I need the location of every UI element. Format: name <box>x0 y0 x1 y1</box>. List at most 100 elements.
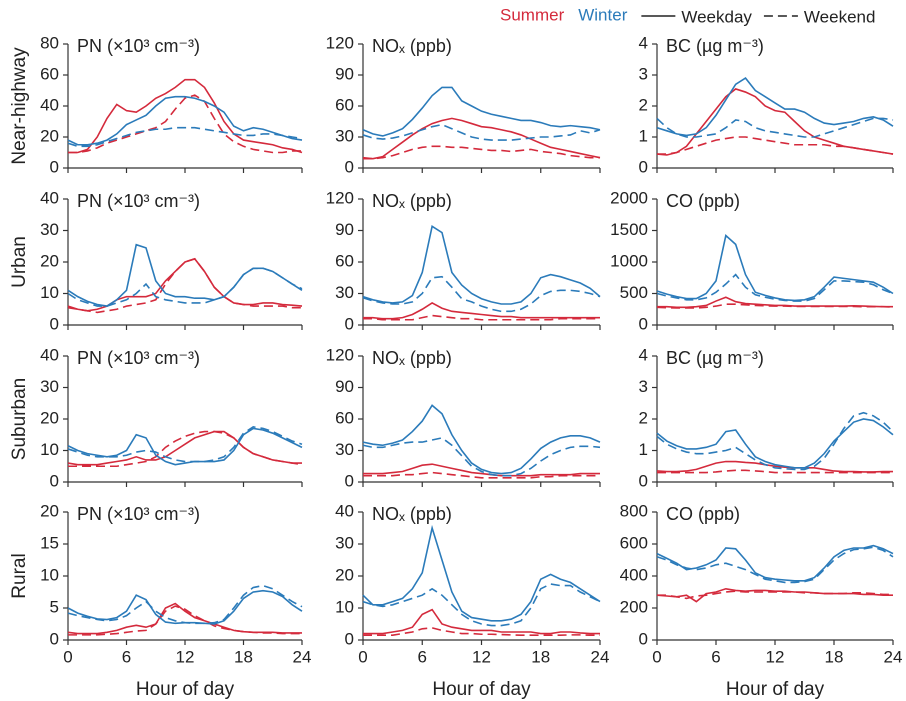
x-axis-label: Hour of day <box>432 679 531 700</box>
y-tick-label: 800 <box>620 501 648 520</box>
panel-title: PN (×10³ cm⁻³) <box>77 36 200 56</box>
panel: 0 30 60 90 120 NOₓ (ppb) <box>326 345 601 490</box>
series-line <box>67 430 302 466</box>
y-tick-label: 20 <box>335 565 354 584</box>
y-tick-label: 60 <box>335 408 354 427</box>
y-tick-label: 0 <box>50 157 59 176</box>
series-line <box>363 302 600 320</box>
series-line <box>67 267 303 307</box>
y-tick-label: 120 <box>326 188 354 207</box>
series-line <box>363 145 600 160</box>
panel-title: NOₓ (ppb) <box>372 36 452 56</box>
x-tick-label: 0 <box>358 647 367 666</box>
y-tick-label: 10 <box>40 565 59 584</box>
y-tick-label: 5 <box>50 597 59 616</box>
y-tick-label: 0 <box>345 471 354 490</box>
series-line <box>363 627 600 636</box>
x-axis-label: Hour of day <box>136 679 235 700</box>
x-tick-label: 0 <box>652 647 661 666</box>
panel-title: BC (µg m⁻³) <box>666 348 764 368</box>
panel: 0 30 60 90 120 NOₓ (ppb) <box>326 33 601 176</box>
y-tick-label: 4 <box>639 345 648 364</box>
y-tick-label: 60 <box>40 64 59 83</box>
series-line <box>362 404 601 475</box>
x-tick-label: 24 <box>293 647 312 666</box>
y-tick-label: 600 <box>620 533 648 552</box>
x-tick-label: 6 <box>711 647 720 666</box>
series-line <box>67 426 303 463</box>
series-line <box>657 469 893 474</box>
series-line <box>362 123 601 141</box>
series-line <box>657 590 893 600</box>
series-line <box>363 463 600 477</box>
y-tick-label: 1000 <box>610 251 648 270</box>
panel-title: PN (×10³ cm⁻³) <box>77 348 200 368</box>
panel: 0 30 60 90 120 NOₓ (ppb) <box>326 188 601 333</box>
y-tick-label: 30 <box>335 283 354 302</box>
y-tick-label: 0 <box>639 157 648 176</box>
y-tick-label: 40 <box>40 188 59 207</box>
panel: 0 5 10 15 20 0 6 12 18 24 Hour of day Rural PN (×10³… <box>9 501 311 700</box>
series-line <box>656 546 894 584</box>
series-line <box>656 303 894 309</box>
legend-label: Weekday <box>681 7 752 26</box>
y-tick-label: 200 <box>620 597 648 616</box>
legend-label: Summer <box>500 5 565 24</box>
x-tick-label: 12 <box>766 647 785 666</box>
panel-title: PN (×10³ cm⁻³) <box>77 504 200 524</box>
y-tick-label: 40 <box>40 95 59 114</box>
y-tick-label: 0 <box>345 629 354 648</box>
y-tick-label: 15 <box>40 533 59 552</box>
x-tick-label: 18 <box>234 647 253 666</box>
panel-title: CO (ppb) <box>666 191 740 211</box>
x-tick-label: 24 <box>591 647 610 666</box>
y-tick-label: 3 <box>639 377 648 396</box>
y-tick-label: 10 <box>40 440 59 459</box>
series-line <box>362 117 601 160</box>
series-line <box>67 126 303 148</box>
series-line <box>67 243 303 307</box>
y-tick-label: 30 <box>40 220 59 239</box>
y-tick-label: 0 <box>50 629 59 648</box>
panel: 0 10 20 30 40 Suburban PN (×10³ cm⁻³) <box>9 345 303 490</box>
series-line <box>656 77 894 137</box>
series-line <box>68 94 302 154</box>
x-tick-label: 12 <box>176 647 195 666</box>
series-line <box>67 257 302 314</box>
y-tick-label: 2 <box>639 408 648 427</box>
panel: 0 1 2 3 4 BC (µg m⁻³) <box>639 33 894 176</box>
series-line <box>362 225 601 305</box>
series-line <box>656 544 894 582</box>
series-line <box>362 583 601 627</box>
y-tick-label: 20 <box>40 501 59 520</box>
panel: 0 10 20 30 40 Urban PN (×10³ cm⁻³) <box>9 188 303 333</box>
panel-title: NOₓ (ppb) <box>372 504 452 524</box>
panel-title: BC (µg m⁻³) <box>666 36 764 56</box>
series-line <box>362 524 601 622</box>
x-tick-label: 6 <box>122 647 131 666</box>
panel-title: NOₓ (ppb) <box>372 348 452 368</box>
series-line <box>67 95 303 146</box>
series-line <box>67 427 303 466</box>
panel: 0 500 1000 1500 2000 CO (ppb) <box>610 188 894 333</box>
y-tick-label: 20 <box>40 408 59 427</box>
series-line <box>362 437 601 477</box>
y-tick-label: 10 <box>335 597 354 616</box>
y-tick-label: 0 <box>345 314 354 333</box>
series-line <box>656 117 894 138</box>
y-tick-label: 40 <box>40 345 59 364</box>
series-line <box>657 136 894 155</box>
legend-label: Winter <box>578 5 627 24</box>
row-label: Rural <box>9 553 30 598</box>
panel: 0 1 2 3 4 BC (µg m⁻³) <box>639 345 894 490</box>
panel-title: NOₓ (ppb) <box>372 191 452 211</box>
x-tick-label: 18 <box>825 647 844 666</box>
y-tick-label: 3 <box>639 64 648 83</box>
series-line <box>656 88 894 156</box>
y-tick-label: 40 <box>335 501 354 520</box>
panel: 0 200 400 600 800 0 6 12 18 24 Hour of day CO (ppb) <box>620 501 903 700</box>
y-tick-label: 2 <box>639 95 648 114</box>
row-label: Near-highway <box>9 47 30 165</box>
series-line <box>363 471 600 479</box>
